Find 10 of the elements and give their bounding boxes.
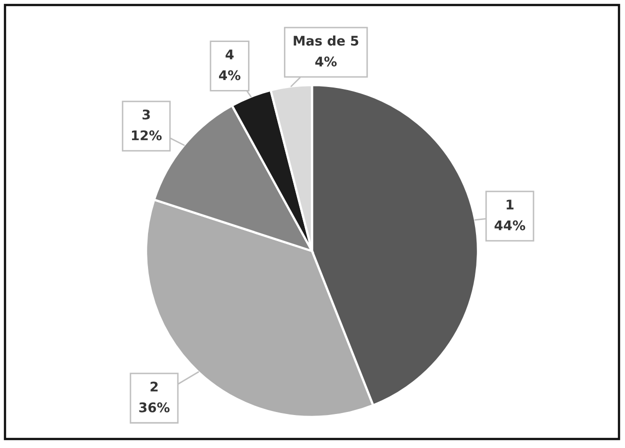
- data-label: 4%: [315, 56, 337, 67]
- slice-label: Mas de 5: [294, 36, 358, 46]
- data-label: 12%: [132, 130, 162, 140]
- data-label: 44%: [494, 220, 526, 230]
- slice-label: 4: [226, 50, 234, 60]
- data-label: 4%: [219, 70, 240, 80]
- slice-label: 2: [150, 382, 158, 392]
- slice-label: 3: [142, 110, 150, 120]
- slice-label: 1: [506, 200, 514, 210]
- data-label: 36%: [139, 402, 170, 412]
